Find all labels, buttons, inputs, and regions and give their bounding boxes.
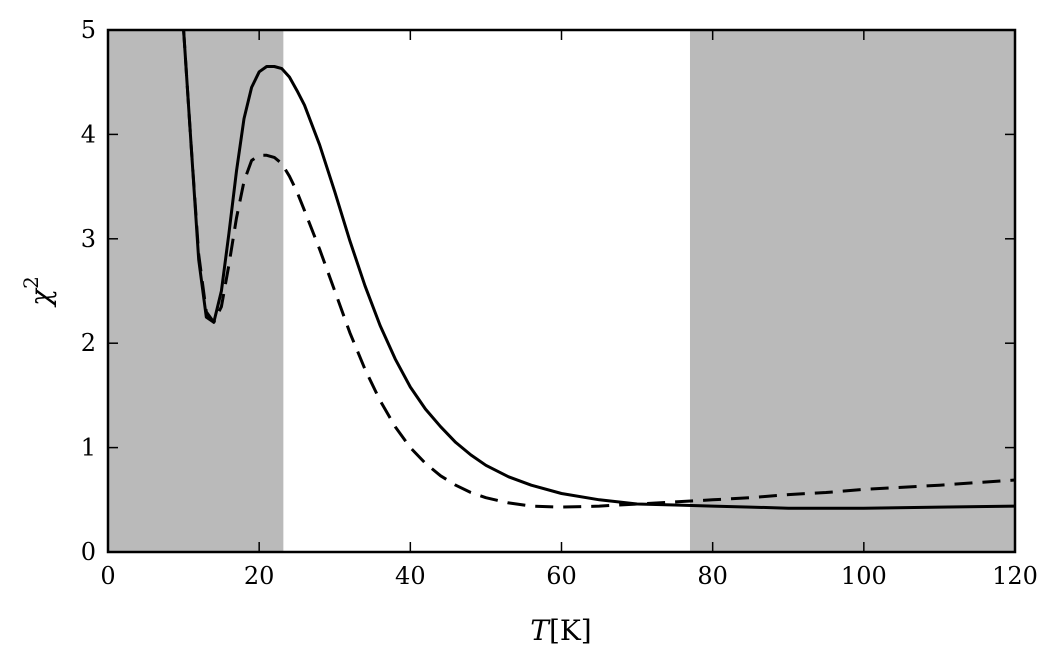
x-tick-label: 0	[100, 562, 115, 590]
x-axis-title-unit: [K]	[549, 614, 592, 647]
shaded-region-1	[689, 30, 1015, 552]
series-lines	[182, 30, 1015, 510]
x-tick-label: 100	[841, 562, 887, 590]
x-tick-label: 80	[697, 562, 728, 590]
y-tick-label: 0	[81, 538, 96, 566]
axis-ticks	[107, 29, 1016, 553]
series-line-solid	[182, 30, 1015, 510]
y-tick-label: 4	[81, 120, 96, 148]
y-tick-label: 3	[81, 225, 96, 253]
x-axis-title-variable: T	[530, 614, 551, 647]
y-axis-title-symbol: χ	[24, 287, 57, 308]
x-axis-title: T[K]	[530, 614, 591, 647]
tick-labels: 0 20 40 60 80 100 120 0 1 2 3 4 5	[81, 16, 1038, 590]
y-axis-title: χ2	[19, 276, 57, 308]
x-tick-label: 20	[244, 562, 275, 590]
shaded-regions	[108, 30, 1015, 552]
y-tick-label: 5	[81, 16, 96, 44]
shaded-region-0	[108, 30, 284, 552]
y-tick-label: 2	[81, 329, 96, 357]
x-tick-label: 40	[395, 562, 426, 590]
y-tick-label: 1	[81, 434, 96, 462]
x-tick-label: 120	[992, 562, 1038, 590]
y-axis-title-superscript: 2	[19, 276, 43, 289]
series-line-dashed	[182, 30, 1015, 509]
x-tick-label: 60	[546, 562, 577, 590]
